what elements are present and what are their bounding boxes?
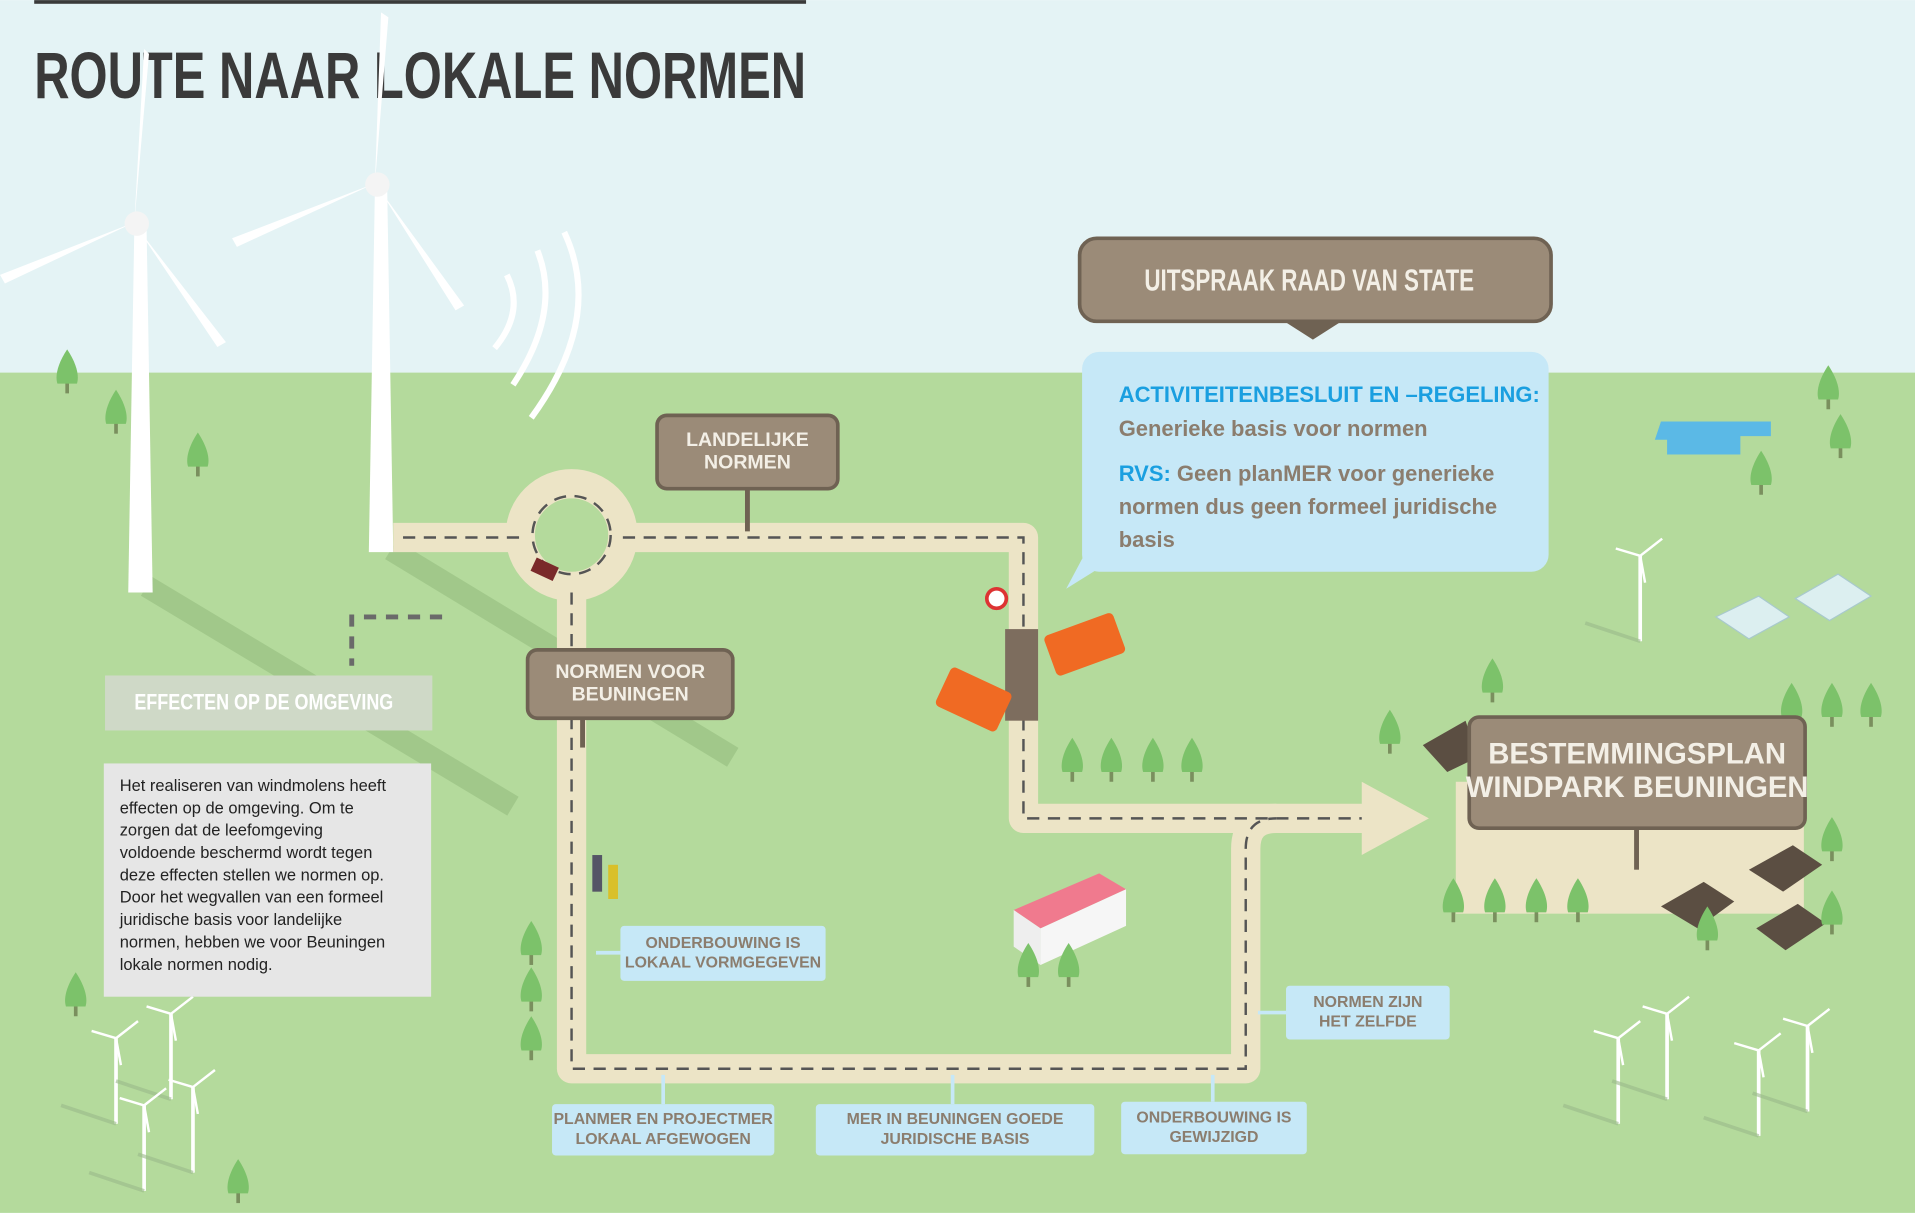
effects-text: Het realiseren van windmolens heeft [120,777,387,795]
note-text: LOKAAL AFGEWOGEN [576,1131,751,1148]
barrier [1005,629,1038,721]
effects-text: Door het wegvallen van een formeel [120,889,384,907]
top-rule [34,0,806,4]
note-text: MER IN BEUNINGEN GOEDE [847,1111,1064,1128]
ruling-text: basis [1119,527,1175,552]
ruling-term: RVS: [1119,461,1171,486]
sign-text: BESTEMMINGSPLAN [1488,737,1786,770]
effects-text: zorgen dat de leefomgeving [120,822,323,840]
effects-text: effecten op de omgeving. Om te [120,799,354,817]
sign-text: LANDELIJKE [686,429,809,451]
effects-text: deze effecten stellen we normen op. [120,866,384,884]
note-text: HET ZELFDE [1319,1014,1417,1031]
sign-text: WINDPARK BEUNINGEN [1466,771,1809,804]
title: ROUTE NAAR LOKALE NORMEN [34,38,806,112]
note-text: PLANMER EN PROJECTMER [553,1111,773,1128]
ruling-line: basis [1119,527,1175,552]
infographic: ROUTE NAAR LOKALE NORMEN [0,0,1915,1213]
page: ROUTE NAAR LOKALE NORMEN [0,0,1915,1213]
note-text: JURIDISCHE BASIS [881,1131,1030,1148]
effects-text: lokale normen nodig. [120,956,273,974]
sign-text: BEUNINGEN [572,683,689,705]
effects-heading: EFFECTEN OP DE OMGEVING [134,689,393,714]
ruling-text: Generieke basis voor normen [1119,416,1428,441]
ruling-line: RVS: Geen planMER voor generieke [1119,461,1495,486]
sign-text: NORMEN [704,451,791,473]
note-text: NORMEN ZIJN [1313,994,1422,1011]
ruling-line: Generieke basis voor normen [1119,416,1428,441]
stop-sign [987,589,1007,609]
note-text: ONDERBOUWING IS [645,935,800,952]
note-text: GEWIJZIGD [1169,1129,1258,1146]
ruling-text: Geen planMER voor generieke [1177,461,1494,486]
ruling-title: UITSPRAAK RAAD VAN STATE [1144,263,1474,297]
effects-text: juridische basis voor landelijke [119,911,342,929]
note-text: ONDERBOUWING IS [1136,1109,1291,1126]
ruling-text: normen dus geen formeel juridische [1119,494,1497,519]
ruling-line: normen dus geen formeel juridische [1119,494,1497,519]
ruling-line: ACTIVITEITENBESLUIT EN –REGELING: [1119,382,1540,407]
effects-text: normen, hebben we voor Beuningen [120,933,386,951]
effects-text: voldoende beschermd wordt tegen [120,844,373,862]
ruling-term: ACTIVITEITENBESLUIT EN –REGELING: [1119,382,1540,407]
note-text: LOKAAL VORMGEGEVEN [625,954,821,971]
sign-text: NORMEN VOOR [555,661,705,683]
